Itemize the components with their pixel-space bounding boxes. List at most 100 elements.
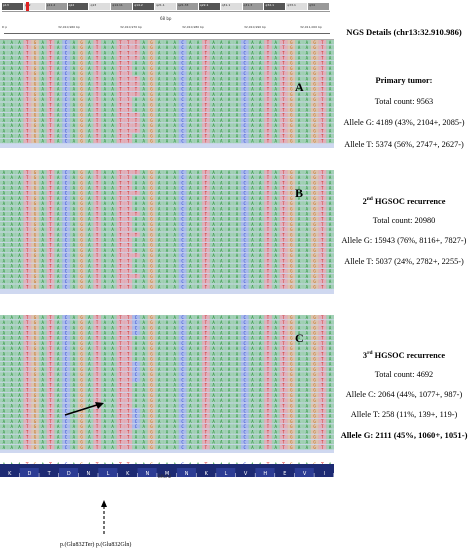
read-base-letter: A	[212, 357, 215, 362]
read-base-letter: A	[42, 284, 45, 289]
read-base	[93, 138, 102, 144]
read-base-letter: A	[111, 367, 114, 372]
read-base-letter: A	[228, 118, 231, 123]
read-base-letter: A	[275, 253, 278, 258]
read-base	[248, 268, 257, 274]
read-base	[256, 335, 265, 341]
read-base-letter: A	[10, 264, 13, 269]
read-base-letter: T	[96, 186, 99, 191]
read-base-letter: T	[282, 139, 285, 144]
read-base	[240, 325, 249, 330]
read-base	[38, 227, 47, 232]
read-base	[108, 196, 117, 201]
read-base-letter: A	[298, 92, 301, 97]
read-base	[147, 118, 156, 123]
read-base-letter: A	[220, 102, 223, 107]
ideogram-band	[2, 3, 23, 10]
read-base	[264, 107, 273, 112]
read-base-letter: A	[298, 362, 301, 367]
read-base-letter: G	[80, 170, 83, 175]
read-base	[69, 361, 78, 367]
read-base-letter: A	[104, 377, 107, 382]
read-base	[46, 361, 55, 367]
read-base-letter: A	[42, 336, 45, 341]
read-base-letter: A	[166, 71, 169, 76]
read-base	[7, 45, 16, 50]
read-base-letter: A	[166, 50, 169, 55]
read-base	[209, 71, 218, 76]
read-base	[163, 86, 172, 92]
read-base	[279, 180, 288, 185]
read-base	[279, 97, 288, 102]
read-base-letter: T	[282, 336, 285, 341]
read-base-letter: T	[205, 341, 208, 346]
read-base-letter: T	[205, 274, 208, 279]
read-base	[295, 274, 304, 279]
read-base-letter: A	[158, 284, 161, 289]
read-base-letter: T	[26, 45, 29, 50]
read-base	[116, 128, 125, 133]
read-base	[15, 138, 24, 144]
read-base-letter: A	[220, 238, 223, 243]
read-base	[302, 232, 311, 237]
read-base	[69, 335, 78, 341]
read-base-letter: T	[127, 253, 130, 258]
read-base-letter: G	[313, 102, 316, 107]
read-base	[217, 180, 226, 185]
read-base	[248, 315, 257, 320]
read-base	[170, 279, 179, 284]
read-base-letter: G	[290, 170, 293, 175]
read-base-letter: T	[321, 175, 324, 180]
read-base	[271, 216, 280, 222]
read-base-letter: T	[26, 66, 29, 71]
read-base	[85, 60, 94, 66]
read-base-letter: A	[329, 201, 332, 206]
read-base	[310, 372, 319, 377]
read-base-letter: G	[150, 180, 153, 185]
read-base	[23, 133, 32, 138]
chromosome-ideogram[interactable]: p13p12p11.2q12q13q14.11q14.2q21.1q21.33q…	[2, 2, 330, 12]
read-base	[31, 66, 40, 71]
read-base-letter: A	[306, 336, 309, 341]
read-base	[0, 206, 9, 211]
read-base	[85, 279, 94, 284]
read-base	[302, 190, 311, 196]
read-base-letter: A	[236, 212, 239, 217]
read-base	[31, 55, 40, 60]
read-base-letter: C	[65, 274, 68, 279]
read-base	[132, 341, 141, 346]
read-base	[209, 201, 218, 206]
read-base-letter: A	[73, 320, 76, 325]
read-base-letter: T	[205, 367, 208, 372]
read-base	[295, 92, 304, 97]
read-base	[240, 279, 249, 284]
read-base	[326, 268, 334, 274]
read-base-letter: A	[197, 227, 200, 232]
read-base	[295, 330, 304, 335]
read-base-letter: T	[119, 222, 122, 227]
read-base-letter: T	[267, 76, 270, 81]
read-base	[132, 170, 141, 175]
read-base-letter: A	[135, 258, 138, 263]
read-base	[132, 325, 141, 330]
read-base-letter: A	[10, 336, 13, 341]
read-base	[264, 71, 273, 76]
read-base-letter: A	[197, 351, 200, 356]
read-base-letter: A	[73, 180, 76, 185]
read-base-letter: A	[142, 196, 145, 201]
read-base	[38, 50, 47, 55]
read-base-letter: A	[220, 175, 223, 180]
read-base-letter: A	[73, 175, 76, 180]
read-base-letter: C	[243, 222, 246, 227]
read-base-letter: A	[306, 331, 309, 336]
read-base-letter: A	[298, 227, 301, 232]
read-base	[31, 227, 40, 232]
read-base	[77, 325, 86, 330]
